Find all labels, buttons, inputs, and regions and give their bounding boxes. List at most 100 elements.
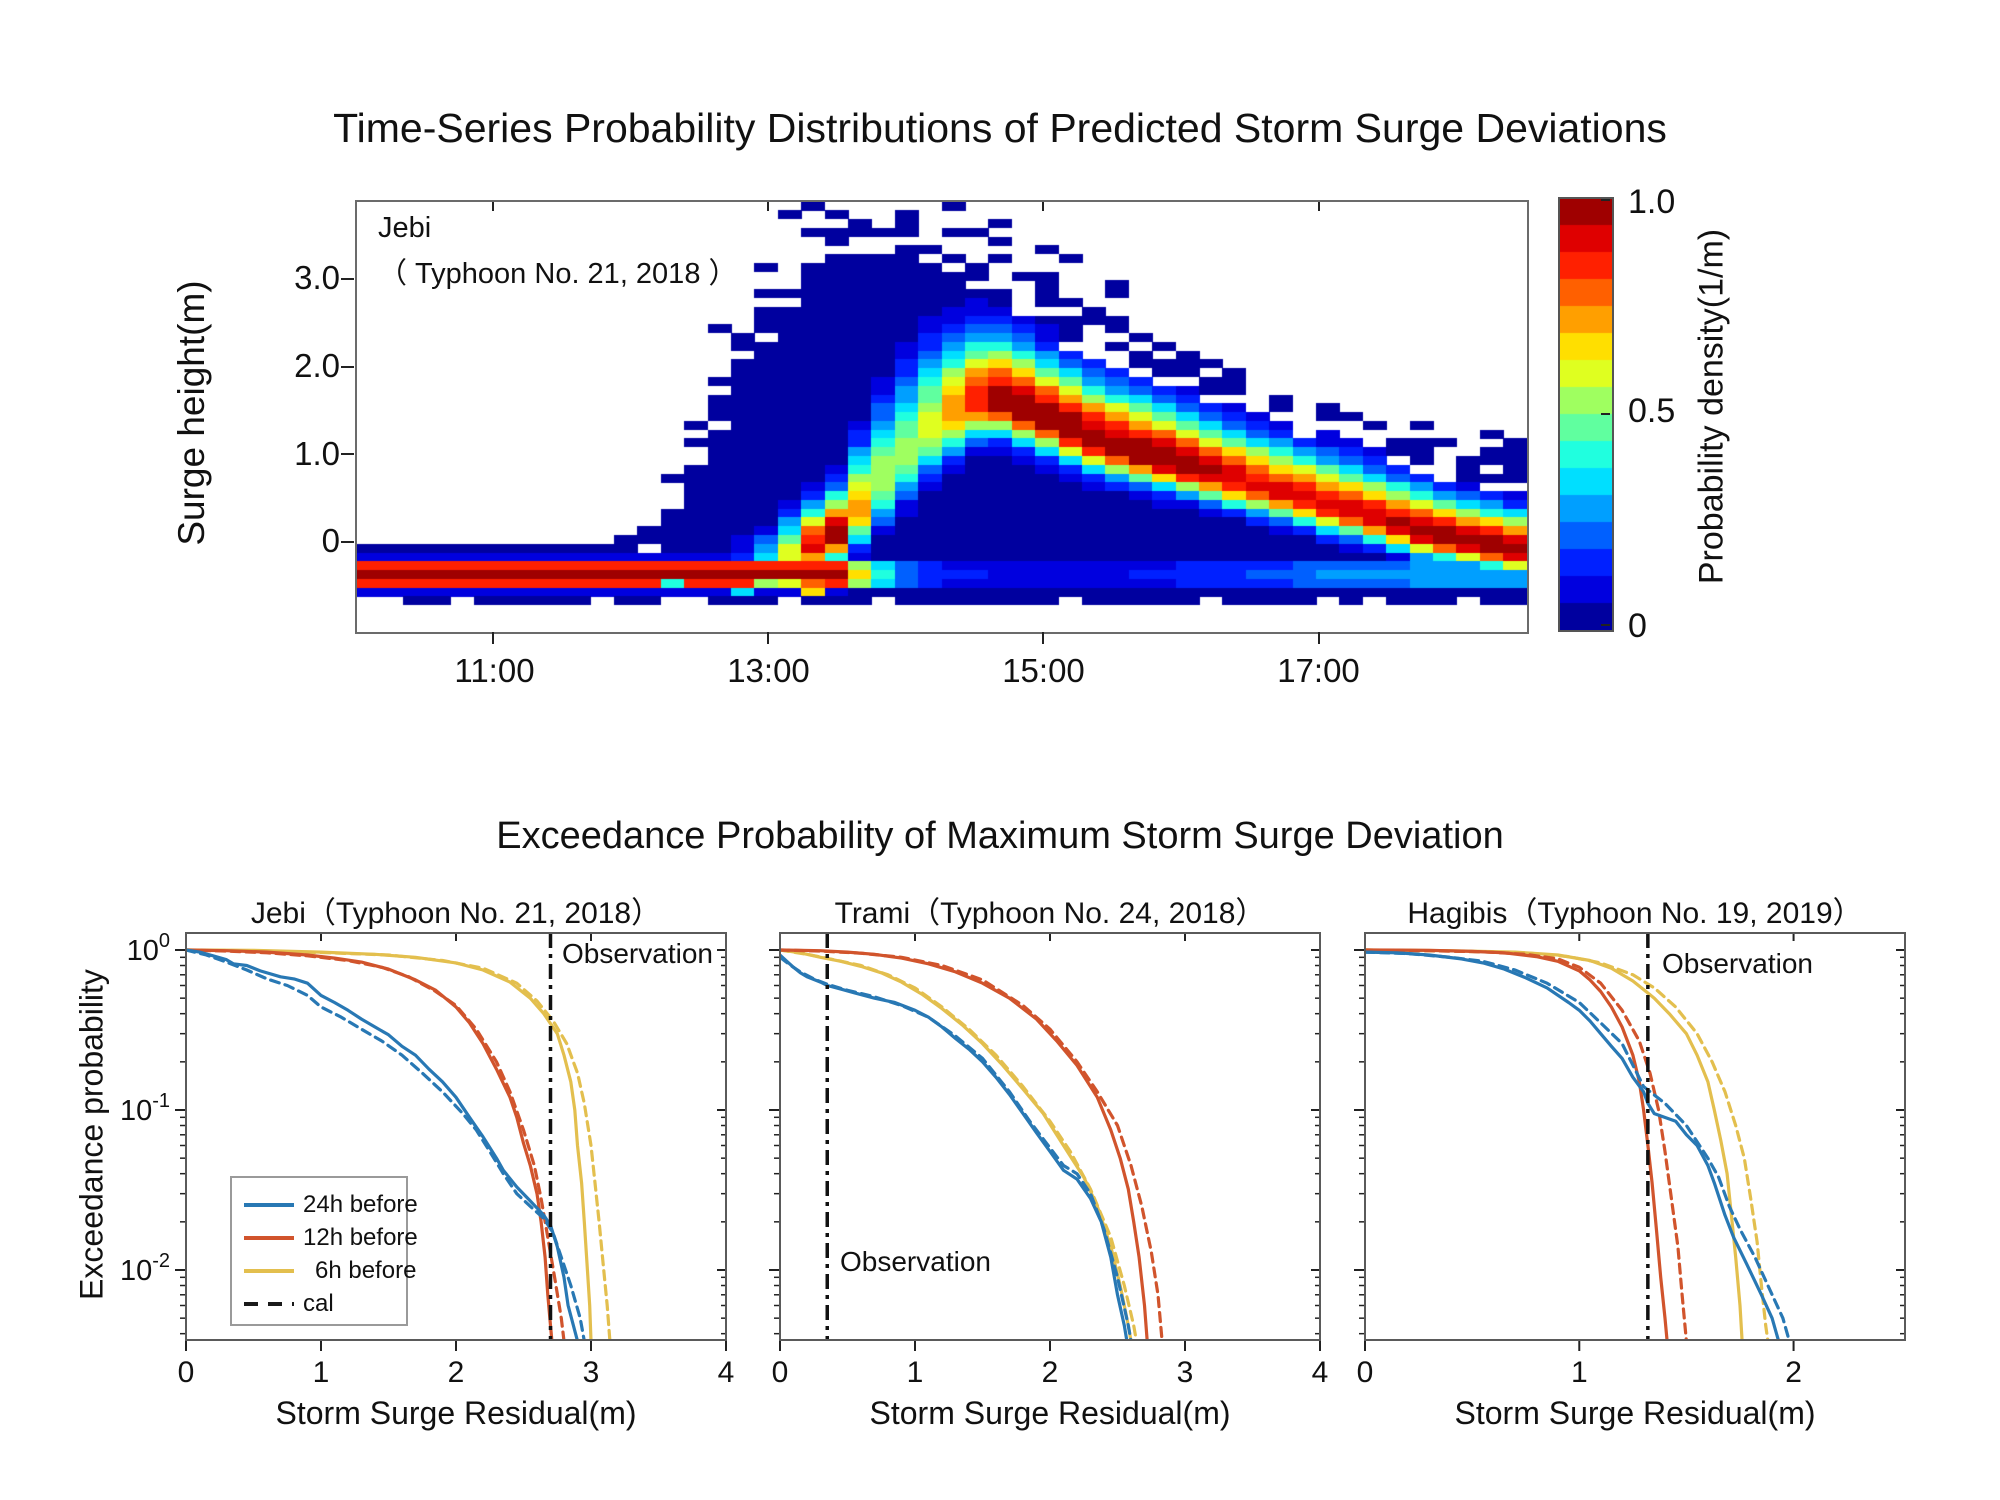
xlabel-hagibis: Storm Surge Residual(m) xyxy=(1454,1395,1816,1431)
legend-item-cal: cal xyxy=(244,1287,396,1320)
exceedance-y-axis-label: Exceedance probability xyxy=(73,969,110,1300)
legend-item-6h: 6h before xyxy=(244,1254,416,1287)
series-24h-before-cal- xyxy=(1365,950,1791,1340)
x-tick-label: 4 xyxy=(718,1356,735,1389)
heatmap-xtick-11: 11:00 xyxy=(454,652,535,689)
colorbar-tick-max: 1.0 xyxy=(1628,183,1676,221)
axis-box xyxy=(185,932,727,1341)
legend-line-6h-icon xyxy=(244,1268,294,1273)
subplot-title-jebi: Jebi（Typhoon No. 21, 2018） xyxy=(250,897,662,930)
legend-label-24h: 24h before xyxy=(303,1190,418,1218)
subplot-title-hagibis: Hagibis（Typhoon No. 19, 2019） xyxy=(1407,897,1863,930)
series-24h-before xyxy=(186,948,579,1340)
xlabel-trami: Storm Surge Residual(m) xyxy=(869,1395,1231,1431)
legend-line-12h-icon xyxy=(244,1235,294,1240)
series-6h-before-cal- xyxy=(186,948,612,1340)
colorbar-tick-min: 0 xyxy=(1628,607,1647,645)
colorbar-axis-label: Probability density(1/m) xyxy=(1692,228,1731,585)
exceedance-title: Exceedance Probability of Maximum Storm … xyxy=(496,815,1504,857)
x-tick-label: 1 xyxy=(313,1356,330,1389)
series-12h-before xyxy=(780,948,1149,1340)
observation-label-trami: Observation xyxy=(840,1246,991,1277)
heatmap-y-axis-label: Surge height(m) xyxy=(171,280,212,546)
tick-mark xyxy=(1601,412,1610,415)
heatmap-xtick-17: 17:00 xyxy=(1277,652,1360,689)
x-tick-label: 1 xyxy=(907,1356,924,1389)
series-curves xyxy=(780,948,1164,1340)
series-12h-before-cal- xyxy=(780,948,1164,1340)
series-24h-before xyxy=(1365,950,1780,1340)
tick-mark xyxy=(766,632,769,644)
subplot-trami-plot: 0 1 2 3 4 xyxy=(769,932,1329,1389)
x-tick-label: 2 xyxy=(1042,1356,1059,1389)
series-12h-before xyxy=(1365,948,1669,1340)
tick-mark xyxy=(1042,202,1045,211)
series-6h-before xyxy=(1365,948,1744,1340)
legend-item-24h: 24h before xyxy=(244,1188,418,1221)
x-tick-label: 2 xyxy=(1785,1356,1802,1389)
legend-label-6h: 6h before xyxy=(315,1256,417,1284)
x-tick-label: 3 xyxy=(1177,1356,1194,1389)
observation-label-hagibis: Observation xyxy=(1662,948,1813,979)
tick-mark xyxy=(341,365,354,368)
y-tick-label: 10-1 xyxy=(120,1090,170,1127)
tick-mark xyxy=(1042,632,1045,644)
tick-mark xyxy=(341,453,354,456)
legend-label-cal: cal xyxy=(303,1289,334,1317)
series-6h-before-cal- xyxy=(1365,948,1770,1340)
x-tick-label: 0 xyxy=(1357,1356,1374,1389)
series-12h-before-cal- xyxy=(1365,948,1688,1340)
subplot-hagibis-plot: 0 1 2 xyxy=(1354,932,1906,1389)
legend: 24h before 12h before 6h before cal xyxy=(230,1176,418,1326)
heatmap-storm-subtitle: （ Typhoon No. 21, 2018 ） xyxy=(378,258,738,290)
x-tick-label: 0 xyxy=(178,1356,195,1389)
series-curves xyxy=(1365,948,1791,1340)
series-6h-before-cal- xyxy=(780,948,1138,1340)
heatmap-ytick-1: 1.0 xyxy=(294,435,340,472)
tick-mark xyxy=(1601,199,1610,201)
axis-box xyxy=(1364,932,1906,1341)
tick-mark xyxy=(1317,202,1320,211)
axis-box xyxy=(779,932,1321,1341)
y-tick-label: 10-2 xyxy=(120,1250,170,1287)
tick-mark xyxy=(491,202,494,211)
y-tick-label: 100 xyxy=(127,930,170,967)
heatmap-title: Time-Series Probability Distributions of… xyxy=(333,105,1667,151)
xlabel-jebi: Storm Surge Residual(m) xyxy=(275,1395,637,1431)
series-12h-before xyxy=(186,948,554,1340)
x-tick-label: 4 xyxy=(1312,1356,1329,1389)
legend-line-24h-icon xyxy=(244,1202,294,1207)
x-tick-label: 2 xyxy=(448,1356,465,1389)
heatmap-ytick-0: 0 xyxy=(321,522,340,559)
x-tick-label: 1 xyxy=(1571,1356,1588,1389)
colorbar-tick-mid: 0.5 xyxy=(1628,392,1676,430)
series-6h-before xyxy=(780,948,1133,1340)
heatmap-storm-name: Jebi xyxy=(378,212,432,244)
legend-label-12h: 12h before xyxy=(303,1223,418,1251)
tick-mark xyxy=(1601,624,1610,626)
series-6h-before xyxy=(186,948,593,1340)
heatmap-xtick-15: 15:00 xyxy=(1002,652,1085,689)
tick-mark xyxy=(341,541,354,544)
series-24h-before xyxy=(780,953,1129,1340)
legend-item-12h: 12h before xyxy=(244,1221,418,1254)
x-tick-label: 3 xyxy=(583,1356,600,1389)
x-tick-label: 0 xyxy=(772,1356,789,1389)
legend-line-cal-icon xyxy=(244,1301,294,1306)
heatmap-ytick-3: 3.0 xyxy=(294,259,340,296)
observation-label-jebi: Observation xyxy=(562,938,713,969)
tick-mark xyxy=(766,202,769,211)
colorbar-canvas xyxy=(1558,197,1614,632)
series-curves xyxy=(186,948,612,1340)
series-24h-before-cal- xyxy=(780,955,1133,1340)
tick-mark xyxy=(491,632,494,644)
subplot-title-trami: Trami（Typhoon No. 24, 2018） xyxy=(834,897,1266,930)
heatmap-canvas xyxy=(355,200,1529,634)
heatmap-ytick-2: 2.0 xyxy=(294,347,340,384)
subplot-jebi-plot: 0 1 2 3 4 100 10-1 10-2 xyxy=(120,930,735,1389)
tick-mark xyxy=(341,277,354,280)
axis-ticks xyxy=(1354,933,1905,1351)
tick-mark xyxy=(1317,632,1320,644)
heatmap-xtick-13: 13:00 xyxy=(727,652,810,689)
